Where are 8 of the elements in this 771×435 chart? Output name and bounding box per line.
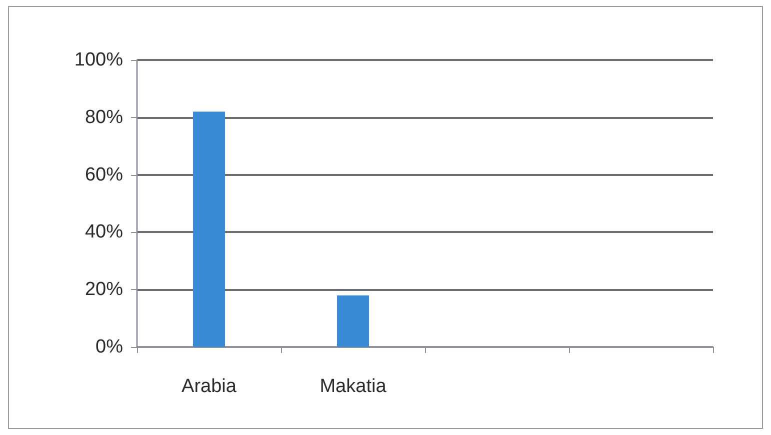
y-tick-label: 100% — [74, 50, 124, 70]
x-tick-label: Arabia — [182, 376, 237, 397]
x-tick-label: Makatia — [320, 376, 387, 397]
y-tick-label: 40% — [84, 222, 124, 243]
y-tick-label: 60% — [84, 164, 124, 186]
y-tick-label: 0% — [96, 336, 124, 358]
y-tick-label: 80% — [84, 106, 124, 128]
y-tick-label: 20% — [84, 279, 124, 300]
